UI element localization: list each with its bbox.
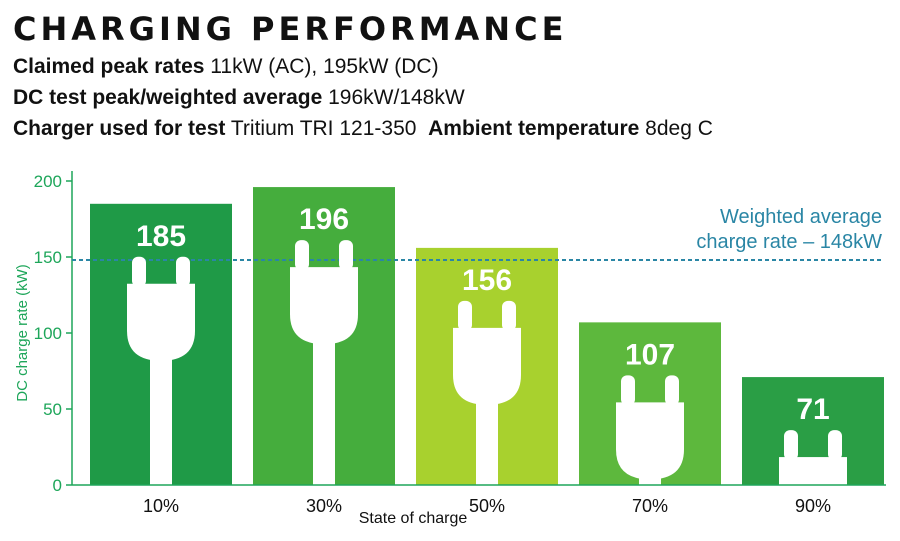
weighted-average-label: charge rate – 148kW [696,231,882,253]
plug-icon [127,256,195,485]
spec-claimed-peak-rates: Claimed peak rates 11kW (AC), 195kW (DC) [13,55,439,79]
plug-icon [453,300,521,485]
bar-value-label: 196 [299,203,349,236]
spec-value: 196kW/148kW [328,86,465,109]
page-title: CHARGING PERFORMANCE [13,10,568,48]
plug-icon [779,430,847,485]
spec-dc-test-peak: DC test peak/weighted average 196kW/148k… [13,86,465,110]
x-tick-label: 10% [143,496,179,516]
weighted-average-label: Weighted average [720,206,882,228]
spec-charger-and-temperature: Charger used for test Tritium TRI 121-35… [13,117,713,141]
bar-value-label: 71 [796,393,829,426]
y-tick-label: 200 [34,172,62,191]
plug-icon [616,375,684,485]
bar-value-label: 185 [136,220,186,253]
y-axis-title: DC charge rate (kW) [14,264,31,402]
spec-label: Charger used for test [13,117,226,140]
bar-value-label: 107 [625,338,675,371]
plug-icon [290,240,358,485]
x-tick-label: 90% [795,496,831,516]
spec-label: DC test peak/weighted average [13,86,323,109]
x-tick-label: 30% [306,496,342,516]
y-tick-label: 50 [43,400,62,419]
spec-value: Tritium TRI 121-350 [230,117,417,140]
x-tick-label: 50% [469,496,505,516]
spec-value: 8deg C [645,117,713,140]
y-tick-label: 150 [34,248,62,267]
bar-value-label: 156 [462,264,512,297]
y-tick-label: 0 [53,476,62,495]
x-tick-label: 70% [632,496,668,516]
spec-value: 11kW (AC), 195kW (DC) [210,55,439,78]
spec-label: Ambient temperature [428,117,640,140]
y-tick-label: 100 [34,324,62,343]
x-axis-title: State of charge [359,510,468,527]
spec-label: Claimed peak rates [13,55,205,78]
